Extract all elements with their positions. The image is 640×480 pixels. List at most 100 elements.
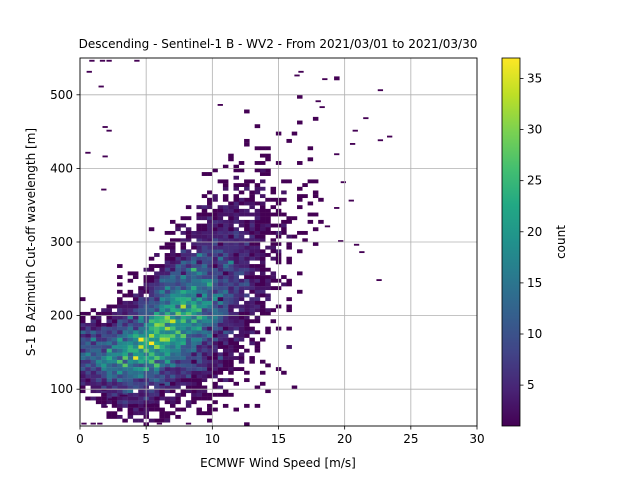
heatmap-cell	[185, 264, 192, 268]
heatmap-cell	[106, 389, 112, 394]
heatmap-cell	[111, 414, 118, 419]
heatmap-cell	[286, 304, 292, 309]
colorbar-tick-label: 30	[527, 123, 542, 137]
heatmap-cell	[90, 308, 97, 313]
heatmap-cell	[207, 348, 213, 353]
heatmap-cell	[154, 264, 160, 268]
heatmap-cell	[265, 216, 271, 221]
heatmap-cell	[175, 319, 181, 324]
heatmap-cell	[106, 414, 112, 419]
heatmap-cell	[254, 146, 261, 151]
heatmap-cell	[117, 330, 123, 335]
heatmap-cell	[169, 334, 176, 338]
heatmap-cell	[222, 304, 229, 309]
heatmap-cell	[101, 337, 107, 342]
heatmap-cell	[191, 282, 197, 287]
heatmap-cell	[265, 227, 271, 232]
heatmap-cell	[191, 348, 197, 353]
heatmap-cell	[254, 267, 261, 272]
heatmap-cell	[122, 385, 128, 390]
heatmap-cell	[207, 319, 213, 324]
heatmap-cell	[281, 275, 287, 279]
heatmap-cell	[154, 367, 160, 371]
heatmap-cell	[207, 249, 213, 254]
heatmap-cell	[254, 385, 261, 390]
heatmap-cell	[233, 208, 239, 213]
heatmap-cell	[265, 389, 271, 394]
heatmap-cell	[148, 286, 155, 291]
heatmap-cell	[238, 223, 245, 228]
heatmap-cell	[249, 267, 255, 272]
heatmap-cell	[265, 308, 271, 313]
heatmap-cell	[217, 253, 224, 257]
heatmap-cell	[228, 363, 234, 368]
heatmap-cell	[281, 227, 287, 232]
heatmap-cell	[85, 378, 91, 383]
heatmap-cell	[159, 304, 165, 309]
heatmap-cell	[132, 359, 139, 364]
heatmap-cell	[180, 260, 187, 265]
heatmap-cell	[122, 341, 128, 346]
heatmap-cell	[207, 205, 213, 210]
heatmap-cell	[212, 337, 218, 342]
heatmap-cell	[85, 337, 91, 342]
heatmap-cell	[90, 378, 97, 383]
heatmap-cell	[212, 345, 218, 349]
heatmap-cell	[201, 293, 208, 298]
heatmap-cell	[164, 319, 171, 324]
heatmap-cell	[169, 400, 176, 405]
heatmap-cell	[117, 282, 123, 287]
heatmap-cell	[106, 370, 112, 375]
heatmap-cell	[164, 264, 171, 268]
heatmap-cell	[138, 315, 144, 320]
heatmap-cell	[228, 304, 234, 309]
heatmap-cell	[117, 311, 123, 316]
heatmap-cell	[196, 389, 202, 394]
heatmap-cell	[138, 341, 144, 346]
heatmap-cell	[233, 319, 239, 324]
heatmap-cell	[159, 330, 165, 335]
heatmap-cell	[201, 363, 208, 368]
heatmap-cell	[169, 282, 176, 287]
heatmap-cell	[212, 212, 218, 217]
heatmap-cell	[196, 212, 202, 217]
heatmap-cell	[185, 356, 192, 360]
heatmap-cell	[201, 385, 208, 390]
heatmap-cell	[127, 315, 134, 320]
heatmap-cell	[222, 234, 229, 239]
heatmap-cell	[265, 172, 271, 176]
heatmap-cell	[217, 208, 224, 213]
heatmap-cell	[180, 249, 187, 254]
heatmap-cell	[185, 256, 192, 261]
heatmap-cell	[164, 341, 171, 346]
heatmap-cell	[228, 278, 234, 283]
heatmap-cell	[244, 260, 250, 265]
heatmap-cell	[90, 330, 97, 335]
heatmap-cell	[201, 345, 208, 349]
heatmap-cell	[196, 319, 202, 324]
heatmap-cell	[175, 264, 181, 268]
heatmap-cell	[111, 385, 118, 390]
heatmap-cell	[138, 334, 144, 338]
heatmap-cell	[169, 345, 176, 349]
heatmap-cell	[95, 345, 102, 349]
outlier-cell	[98, 85, 104, 88]
heatmap-cell	[175, 330, 181, 335]
heatmap-cell	[196, 230, 202, 235]
heatmap-cell	[185, 359, 192, 364]
heatmap-cell	[191, 385, 197, 390]
heatmap-cell	[207, 370, 213, 375]
heatmap-cell	[169, 337, 176, 342]
heatmap-cell	[90, 374, 97, 379]
heatmap-cell	[95, 367, 102, 371]
heatmap-cell	[228, 300, 234, 305]
heatmap-cell	[196, 367, 202, 371]
heatmap-cell	[80, 345, 86, 349]
heatmap-cell	[307, 179, 314, 184]
heatmap-cell	[159, 322, 165, 327]
heatmap-cell	[154, 293, 160, 298]
heatmap-cell	[281, 223, 287, 228]
colorbar-tick-label: 25	[527, 174, 542, 188]
heatmap-cell	[106, 341, 112, 346]
heatmap-cell	[228, 212, 234, 217]
